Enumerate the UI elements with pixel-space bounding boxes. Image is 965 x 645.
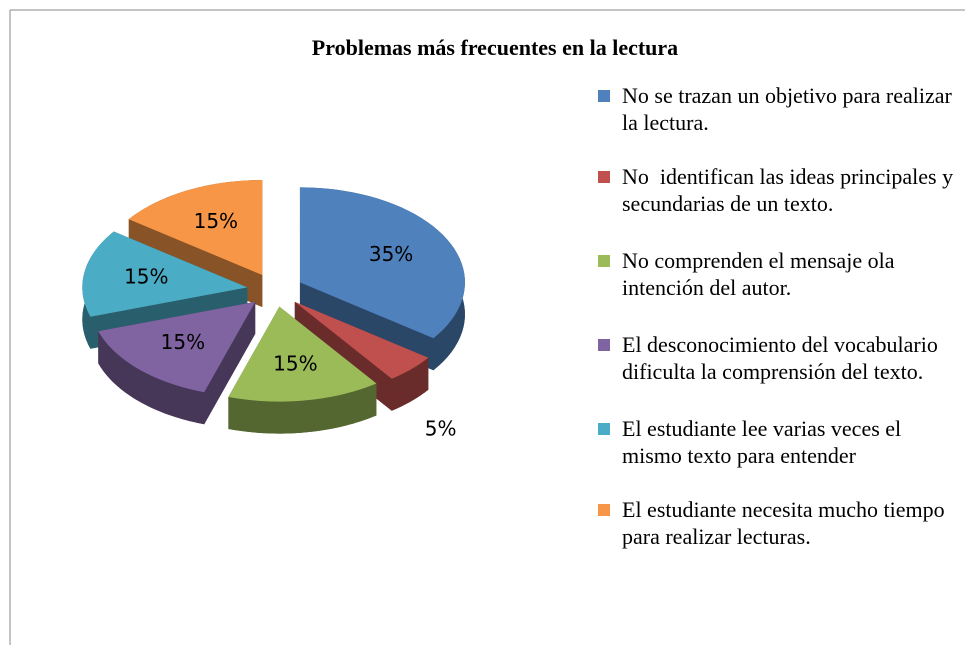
data-label: 35% <box>369 242 413 266</box>
slice-side <box>98 331 205 425</box>
legend-entry: El estudiante lee varias veces el mismo … <box>598 415 963 469</box>
legend-entry: El estudiante necesita mucho tiempo para… <box>598 496 963 550</box>
legend-label: El desconocimiento del vocabulario dific… <box>622 332 944 384</box>
legend-label: No identifican las ideas principales y s… <box>622 164 959 216</box>
pie-slice <box>299 187 465 371</box>
legend-entry: No comprenden el mensaje ola intención d… <box>598 247 963 301</box>
legend-label: No se trazan un objetivo para realizar l… <box>622 83 958 135</box>
legend-label: No comprenden el mensaje ola intención d… <box>622 248 900 300</box>
slice-top <box>228 306 377 402</box>
slice-side <box>228 383 377 434</box>
legend-entry: No se trazan un objetivo para realizar l… <box>598 82 963 136</box>
legend-swatch <box>598 255 610 267</box>
data-label: 15% <box>194 209 238 233</box>
legend-swatch <box>598 90 610 102</box>
legend-entry: No identifican las ideas principales y s… <box>598 163 963 217</box>
data-label: 15% <box>124 265 168 289</box>
data-label: 15% <box>161 330 205 354</box>
slice-top <box>82 231 248 317</box>
legend-swatch <box>598 171 610 183</box>
data-label: 5% <box>425 416 457 440</box>
legend-label: El estudiante lee varias veces el mismo … <box>622 416 907 468</box>
slice-top <box>128 180 263 276</box>
slice-side <box>391 357 429 411</box>
pie-slice <box>228 306 377 434</box>
legend-swatch <box>598 339 610 351</box>
pie-slice <box>98 301 256 425</box>
slice-top <box>294 301 429 379</box>
legend-entry: El desconocimiento del vocabulario dific… <box>598 331 963 385</box>
slice-top <box>299 187 465 339</box>
data-label: 15% <box>273 351 317 375</box>
slice-top <box>98 301 256 393</box>
legend-swatch <box>598 504 610 516</box>
legend-label: El estudiante necesita mucho tiempo para… <box>622 497 951 549</box>
legend-swatch <box>598 423 610 435</box>
chart-title: Problemas más frecuentes en la lectura <box>312 35 678 60</box>
